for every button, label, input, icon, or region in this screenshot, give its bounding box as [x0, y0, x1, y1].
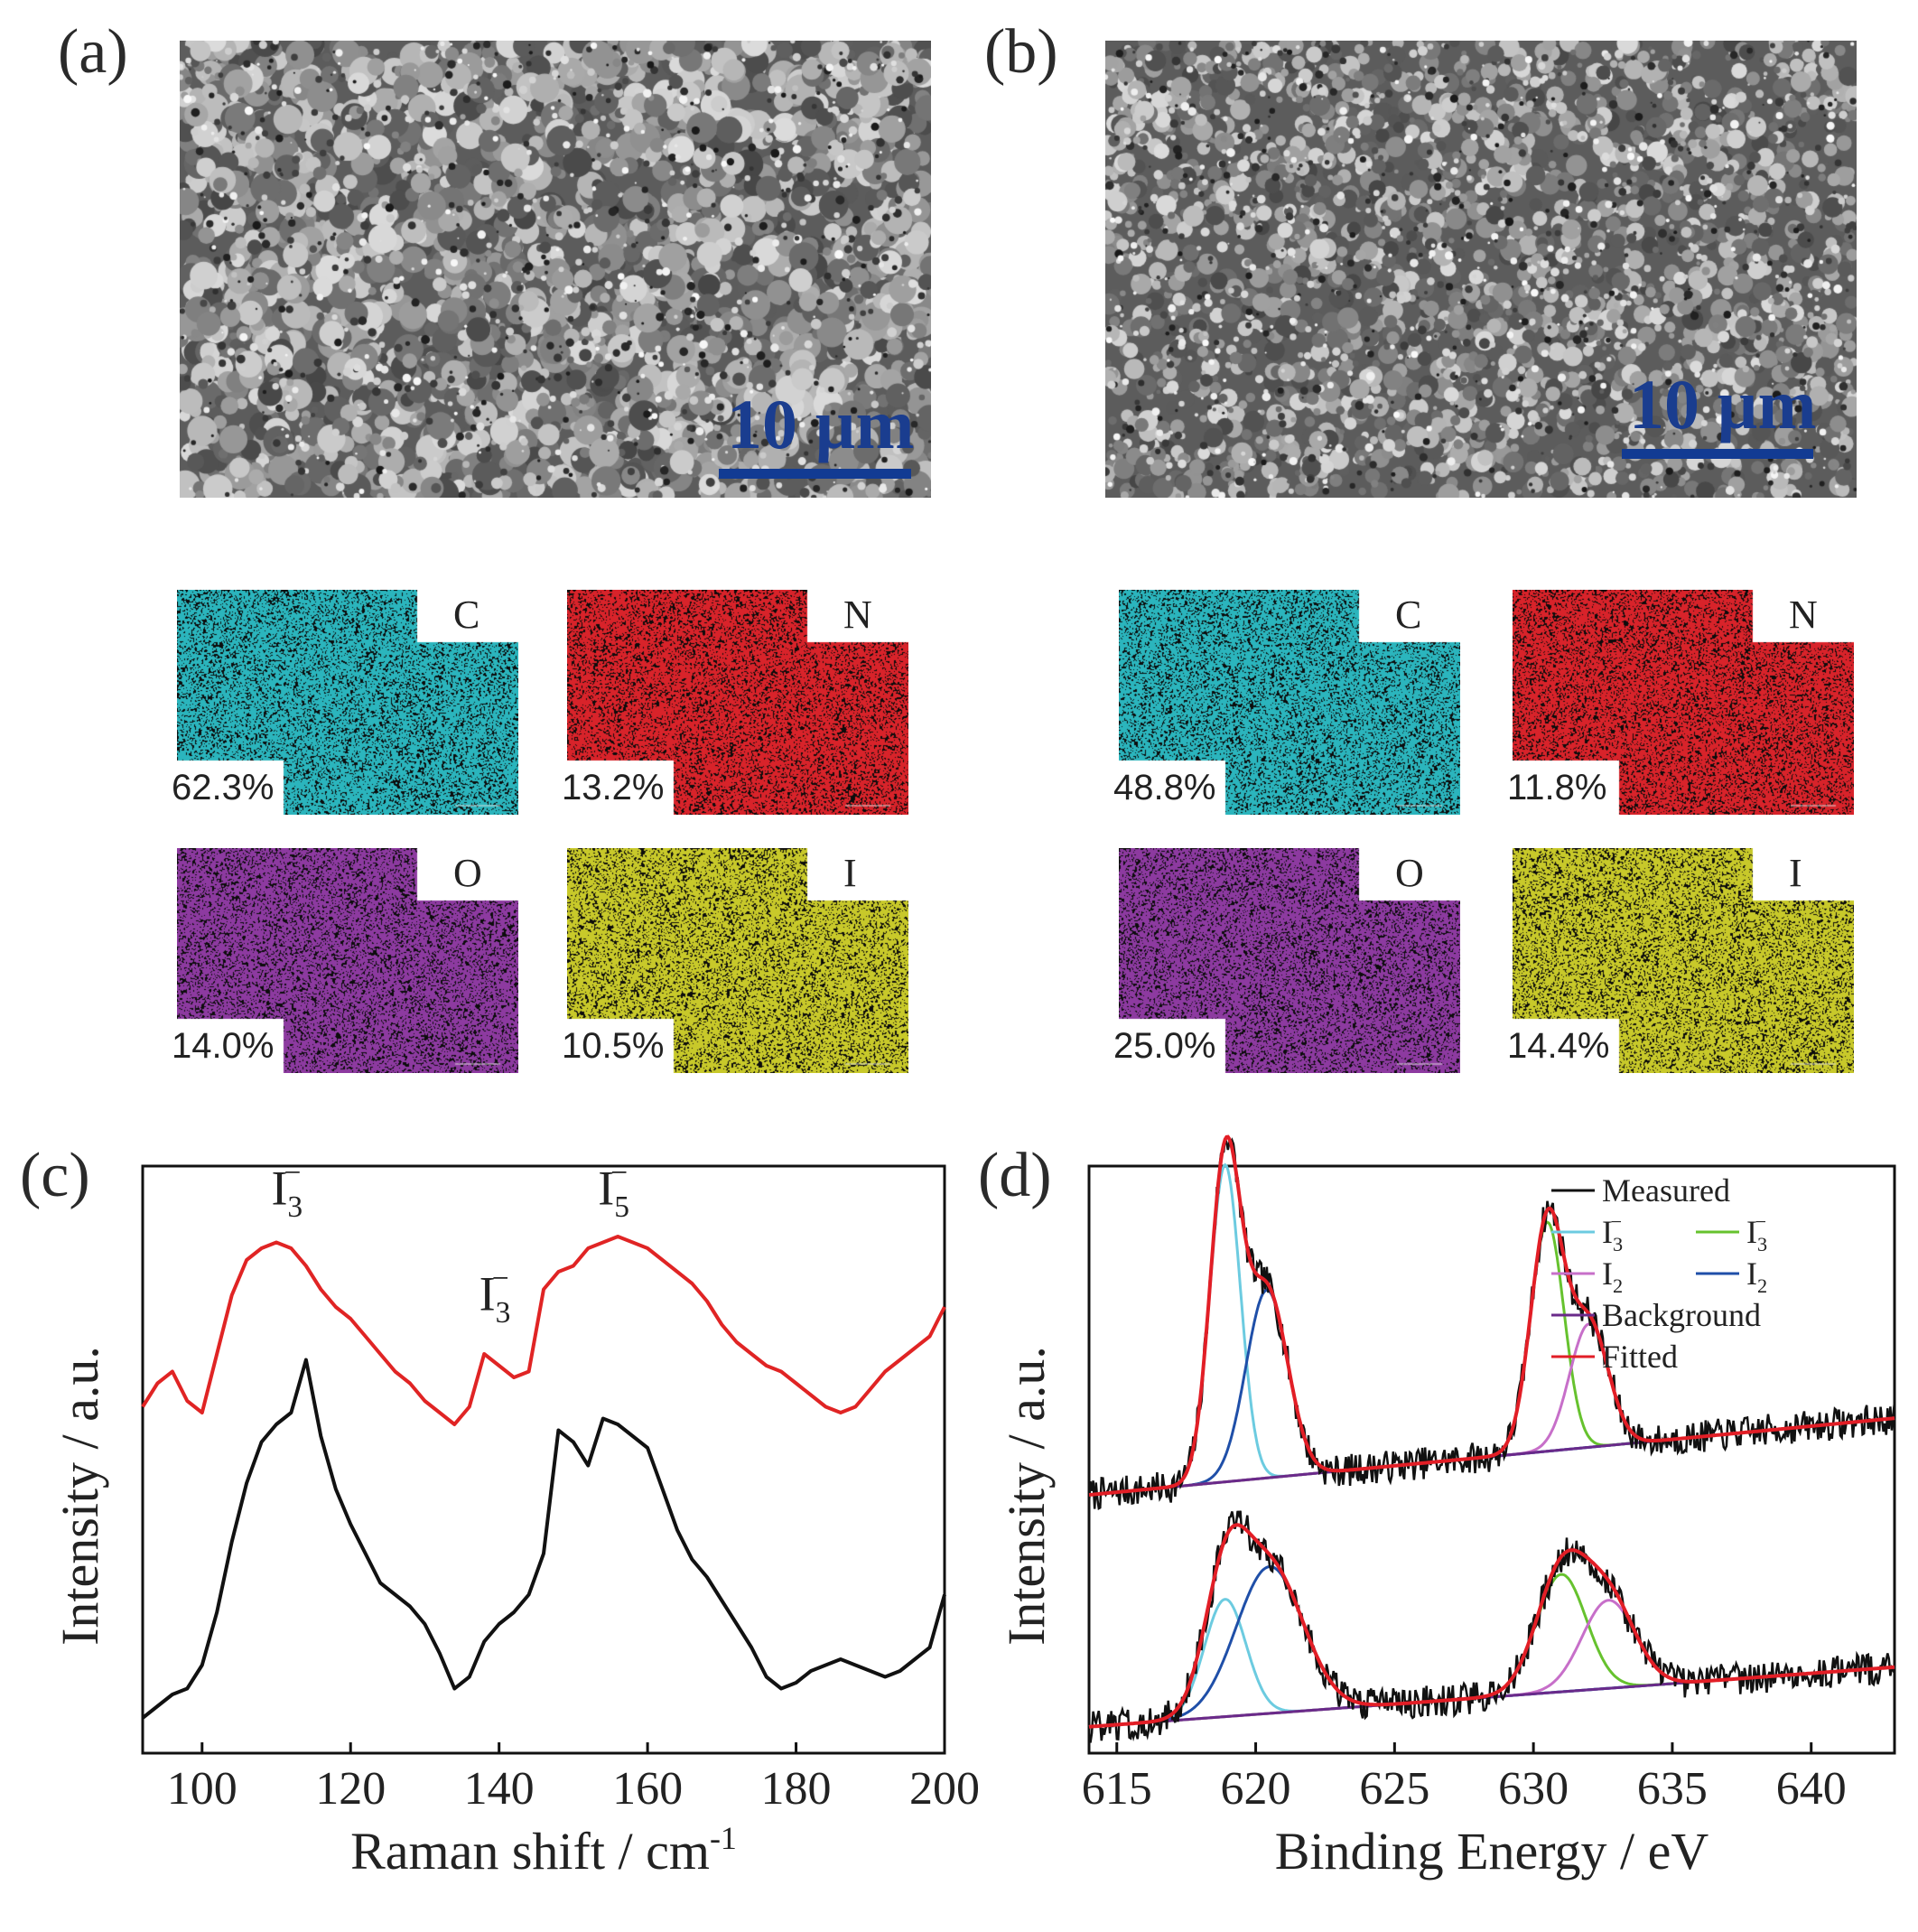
panel-label-c: (c): [20, 1141, 90, 1210]
peak-annotation: I3−: [271, 1156, 303, 1224]
eds-percent-label: 14.0%: [172, 1026, 275, 1066]
x-tick-label: 200: [909, 1763, 980, 1815]
legend-label: I2: [1746, 1255, 1767, 1297]
eds-map-b-o: O 25.0%: [1113, 848, 1460, 1073]
eds-map-texture: [1119, 848, 1460, 1073]
x-tick-label: 615: [1082, 1763, 1152, 1815]
legend-label: Background: [1602, 1297, 1761, 1333]
panel-label-a: (a): [58, 17, 128, 87]
eds-map-texture: [177, 848, 518, 1073]
sem-image-a: 10 µm: [180, 41, 931, 498]
eds-element-label: C: [453, 593, 480, 637]
x-axis-label: Binding Energy / eV: [1275, 1822, 1709, 1881]
eds-percent-label: 25.0%: [1113, 1026, 1216, 1066]
x-tick-label: 100: [167, 1763, 237, 1815]
component-peak: [1088, 1322, 1895, 1497]
component-peak: [1088, 1598, 1895, 1729]
component-peak: [1088, 1162, 1895, 1497]
eds-map-texture: [567, 590, 908, 815]
scale-bar-label-b: 10 µm: [1629, 365, 1817, 443]
eds-percent-label: 62.3%: [172, 768, 275, 807]
legend-label: Fitted: [1602, 1339, 1678, 1375]
fitted-line: [1088, 1134, 1895, 1497]
eds-map-a-o: O 14.0%: [172, 848, 518, 1073]
x-tick-label: 635: [1637, 1763, 1708, 1815]
eds-map-b-c: C 48.8%: [1113, 590, 1460, 815]
eds-element-label: C: [1395, 593, 1422, 637]
sem-texture-b: [1105, 41, 1857, 498]
scale-bar-b: [1622, 449, 1813, 459]
eds-percent-label: 10.5%: [562, 1026, 665, 1066]
eds-percent-label: 14.4%: [1507, 1026, 1610, 1066]
sem-image-b: 10 µm: [1105, 41, 1857, 498]
panel-label-d: (d): [978, 1141, 1052, 1210]
eds-percent-label: 11.8%: [1507, 768, 1607, 807]
plot-frame: [141, 1164, 946, 1755]
eds-element-label: N: [843, 593, 872, 637]
x-tick-label: 120: [315, 1763, 386, 1815]
legend-label: I2: [1602, 1255, 1623, 1297]
eds-element-label: O: [1395, 851, 1424, 895]
x-tick-label: 630: [1498, 1763, 1569, 1815]
eds-element-label: I: [843, 851, 857, 895]
legend-label: Measured: [1602, 1172, 1730, 1209]
component-peak: [1088, 1599, 1895, 1729]
x-tick-label: 180: [761, 1763, 832, 1815]
eds-percent-label: 13.2%: [562, 768, 665, 807]
eds-map-b-i: I 14.4%: [1507, 848, 1854, 1073]
series-line-lower: [141, 1358, 946, 1720]
measured-line: [1087, 1510, 1896, 1743]
xps-chart: 615 620 625 630 635 640 Binding Energy / eV Int…: [997, 1134, 1896, 1881]
legend-label: I3−: [1602, 1210, 1623, 1255]
legend-label: I3−: [1746, 1210, 1767, 1255]
panel-label-b: (b): [984, 17, 1058, 87]
y-axis-label: Intensity / a.u.: [997, 1346, 1056, 1646]
sem-texture-a: [180, 41, 931, 498]
eds-element-label: I: [1789, 851, 1802, 895]
plot-frame: [1087, 1164, 1896, 1755]
eds-map-a-n: N 13.2%: [562, 590, 908, 815]
eds-map-b-n: N 11.8%: [1507, 590, 1854, 815]
peak-annotation: I3−: [480, 1262, 511, 1330]
eds-map-texture: [1513, 590, 1854, 815]
x-tick-label: 640: [1776, 1763, 1847, 1815]
eds-map-texture: [177, 590, 518, 815]
x-tick-label: 160: [612, 1763, 683, 1815]
x-axis-label: Raman shift / cm-1: [350, 1820, 737, 1881]
x-tick-label: 140: [464, 1763, 535, 1815]
series-line-upper: [141, 1235, 946, 1426]
eds-map-texture: [1513, 848, 1854, 1073]
eds-map-a-i: I 10.5%: [562, 848, 908, 1073]
x-tick-label: 620: [1221, 1763, 1291, 1815]
fitted-line: [1088, 1523, 1895, 1729]
eds-map-a-c: C 62.3%: [172, 590, 518, 815]
measured-line: [1087, 1137, 1896, 1510]
peak-annotation: I5−: [598, 1156, 629, 1224]
eds-map-texture: [567, 848, 908, 1073]
component-peak: [1088, 1288, 1895, 1497]
eds-map-texture: [1119, 590, 1460, 815]
eds-element-label: N: [1789, 593, 1818, 637]
scale-bar-a: [719, 469, 911, 479]
raman-chart: 100 120 140 160 180 200 Raman shift / cm-1 Inte…: [51, 1156, 980, 1881]
eds-element-label: O: [453, 851, 482, 895]
scale-bar-label-a: 10 µm: [727, 385, 915, 463]
eds-percent-label: 48.8%: [1113, 768, 1216, 807]
y-axis-label: Intensity / a.u.: [51, 1346, 109, 1646]
x-tick-label: 625: [1359, 1763, 1429, 1815]
